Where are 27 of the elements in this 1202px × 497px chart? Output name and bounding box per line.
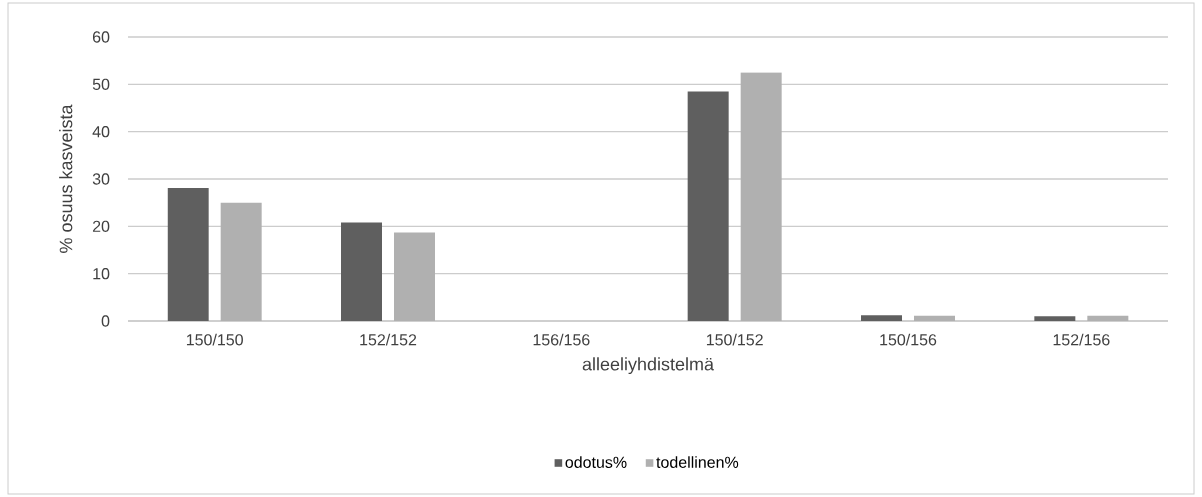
legend-label: odotus% — [565, 456, 627, 468]
y-tick-label: 50 — [92, 78, 110, 90]
legend-label: todellinen% — [656, 456, 739, 468]
bar — [341, 222, 382, 321]
y-tick-label: 20 — [92, 220, 110, 232]
bar — [1034, 316, 1076, 321]
y-tick-label: 30 — [92, 173, 110, 185]
x-tick-label: 152/152 — [360, 333, 417, 346]
bar — [394, 232, 435, 321]
y-tick-label: 10 — [93, 268, 110, 280]
x-axis-title: alleeliyhdistelmä — [582, 357, 715, 375]
bar — [1087, 315, 1129, 321]
bar — [220, 202, 262, 321]
x-tick-label: 150/156 — [880, 333, 937, 346]
bar — [740, 72, 782, 321]
y-tick-label: 0 — [101, 315, 110, 327]
y-axis-title: % osuus kasveista — [59, 104, 73, 253]
bar — [687, 91, 729, 321]
y-tick-label: 40 — [92, 126, 110, 138]
x-tick-label: 156/156 — [533, 333, 590, 346]
bar — [861, 315, 902, 321]
bar — [167, 187, 209, 321]
bar — [914, 315, 955, 321]
x-tick-label: 150/150 — [186, 333, 243, 346]
y-tick-label: 60 — [92, 31, 110, 43]
x-tick-label: 152/156 — [1053, 333, 1110, 346]
x-tick-label: 150/152 — [706, 333, 763, 346]
